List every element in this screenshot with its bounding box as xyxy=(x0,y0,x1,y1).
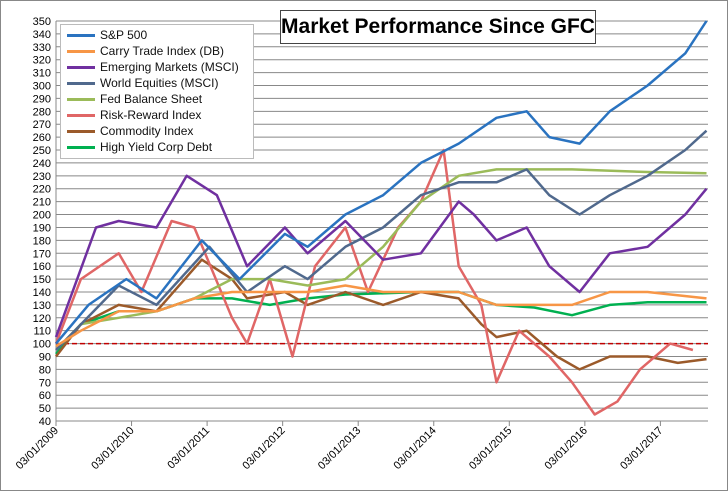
legend-label: World Equities (MSCI) xyxy=(100,76,219,90)
legend-item: Carry Trade Index (DB) xyxy=(61,43,253,59)
y-tick-label: 90 xyxy=(39,351,51,363)
y-tick-label: 170 xyxy=(33,248,51,260)
series-line-fed-balance-sheet xyxy=(55,168,707,351)
legend-label: Carry Trade Index (DB) xyxy=(100,44,225,58)
y-tick-label: 310 xyxy=(33,68,51,80)
series-line-carry-trade-index-db- xyxy=(55,284,707,348)
legend-item: High Yield Corp Debt xyxy=(61,139,253,155)
series-line-emerging-markets-msci- xyxy=(54,174,708,338)
legend-swatch xyxy=(67,65,95,69)
y-tick-label: 80 xyxy=(39,364,51,376)
y-tick-label: 60 xyxy=(39,390,51,402)
y-tick-label: 150 xyxy=(33,274,51,286)
legend-swatch xyxy=(67,113,95,117)
y-tick-label: 190 xyxy=(33,222,51,234)
legend-item: Fed Balance Sheet xyxy=(61,91,253,107)
legend-label: S&P 500 xyxy=(100,28,148,42)
y-tick-label: 130 xyxy=(33,300,51,312)
y-tick-label: 180 xyxy=(33,235,51,247)
series-line-s-p-500 xyxy=(55,20,708,345)
legend-item: S&P 500 xyxy=(61,27,253,43)
y-tick-label: 120 xyxy=(33,313,51,325)
y-tick-label: 300 xyxy=(33,81,51,93)
y-tick-label: 200 xyxy=(33,210,51,222)
legend-item: Emerging Markets (MSCI) xyxy=(61,59,253,75)
chart-title: Market Performance Since GFC xyxy=(280,10,596,44)
legend-swatch xyxy=(67,33,95,37)
legend-item: Risk-Reward Index xyxy=(61,107,253,123)
legend-label: Fed Balance Sheet xyxy=(100,92,203,106)
legend-swatch xyxy=(67,145,95,149)
legend-swatch xyxy=(67,97,95,101)
y-tick-label: 50 xyxy=(39,403,51,415)
chart-legend: S&P 500 Carry Trade Index (DB) Emerging Ma… xyxy=(60,24,254,159)
y-tick-label: 320 xyxy=(33,55,51,67)
legend-item: Commodity Index xyxy=(61,123,253,139)
y-tick-label: 340 xyxy=(33,29,51,41)
y-tick-label: 140 xyxy=(33,287,51,299)
y-tick-label: 280 xyxy=(33,106,51,118)
legend-item: World Equities (MSCI) xyxy=(61,75,253,91)
y-tick-label: 260 xyxy=(33,132,51,144)
y-tick-label: 330 xyxy=(33,42,51,54)
legend-swatch xyxy=(67,49,95,53)
y-tick-label: 270 xyxy=(33,119,51,131)
y-tick-label: 240 xyxy=(33,158,51,170)
legend-swatch xyxy=(67,81,95,85)
y-tick-label: 70 xyxy=(39,377,51,389)
legend-label: Emerging Markets (MSCI) xyxy=(100,60,239,74)
y-tick-label: 110 xyxy=(33,326,51,338)
legend-label: Commodity Index xyxy=(100,124,194,138)
y-tick-label: 100 xyxy=(33,339,51,351)
y-tick-label: 160 xyxy=(33,261,51,273)
y-tick-label: 250 xyxy=(33,145,51,157)
y-tick-label: 350 xyxy=(33,16,51,28)
y-tick-label: 40 xyxy=(39,416,51,428)
legend-label: High Yield Corp Debt xyxy=(100,140,213,154)
y-tick-label: 230 xyxy=(33,171,51,183)
y-tick-label: 220 xyxy=(33,184,51,196)
series-line-commodity-index xyxy=(55,258,707,371)
y-tick-label: 210 xyxy=(33,197,51,209)
y-tick-label: 290 xyxy=(33,93,51,105)
legend-label: Risk-Reward Index xyxy=(100,108,202,122)
legend-swatch xyxy=(67,129,95,133)
